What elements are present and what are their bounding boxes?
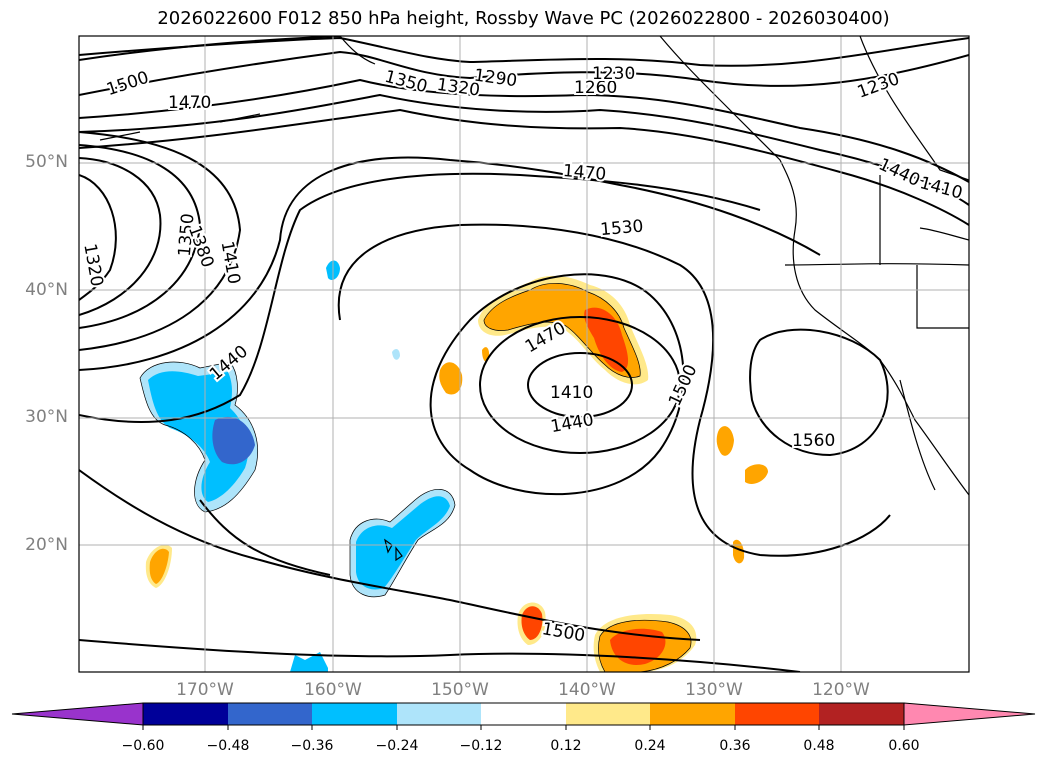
plot-area — [79, 36, 969, 672]
colorbar-tick-label: 0.48 — [803, 738, 835, 754]
lat-tick-label: 30°N — [25, 407, 68, 427]
gridlines — [79, 36, 969, 672]
lon-tick-label: 160°W — [304, 680, 362, 700]
colorbar-segment — [566, 703, 650, 725]
colorbar-tick-label: −0.48 — [206, 738, 250, 754]
lon-tick-label: 130°W — [685, 680, 743, 700]
lon-tick-label: 120°W — [812, 680, 870, 700]
colorbar-segment — [143, 703, 228, 725]
lon-tick-label: 170°W — [176, 680, 234, 700]
coastlines — [99, 36, 969, 562]
contour-label: 1410 — [550, 383, 593, 403]
colorbar — [11, 702, 1036, 730]
colorbar-tick-label: −0.24 — [375, 738, 419, 754]
colorbar-extend-low — [11, 702, 144, 726]
height-contours — [79, 36, 969, 672]
colorbar-tick-label: −0.60 — [121, 738, 165, 754]
lat-tick-label: 50°N — [25, 152, 68, 172]
contour-label: 1560 — [792, 431, 835, 451]
colorbar-tick-label: −0.36 — [290, 738, 334, 754]
contour-label: 1470 — [562, 161, 607, 185]
lat-tick-label: 40°N — [25, 280, 68, 300]
colorbar-segment — [735, 703, 819, 725]
colorbar-tick-label: 0.12 — [550, 738, 582, 754]
colorbar-tick-label: 0.36 — [719, 738, 751, 754]
contour-label: 1260 — [574, 78, 617, 98]
colorbar-segment — [312, 703, 397, 725]
contour-label: 1470 — [168, 93, 211, 113]
colorbar-segment — [481, 703, 566, 725]
colorbar-segment — [819, 703, 904, 725]
contour-label: 1230 — [592, 64, 635, 84]
lon-tick-label: 140°W — [558, 680, 616, 700]
map-title: 2026022600 F012 850 hPa height, Rossby W… — [157, 8, 890, 29]
lon-tick-label: 150°W — [431, 680, 489, 700]
colorbar-extend-high — [903, 702, 1036, 726]
plot-border — [78, 35, 970, 673]
colorbar-segment — [397, 703, 481, 725]
colorbar-segment — [650, 703, 735, 725]
colorbar-tick-label: −0.12 — [459, 738, 503, 754]
colorbar-tick-label: 0.60 — [888, 738, 920, 754]
colorbar-segment — [228, 703, 312, 725]
lat-tick-label: 20°N — [25, 535, 68, 555]
colorbar-tick-label: 0.24 — [634, 738, 666, 754]
shading-outlines — [139, 283, 692, 672]
contour-label: 1530 — [599, 216, 644, 240]
